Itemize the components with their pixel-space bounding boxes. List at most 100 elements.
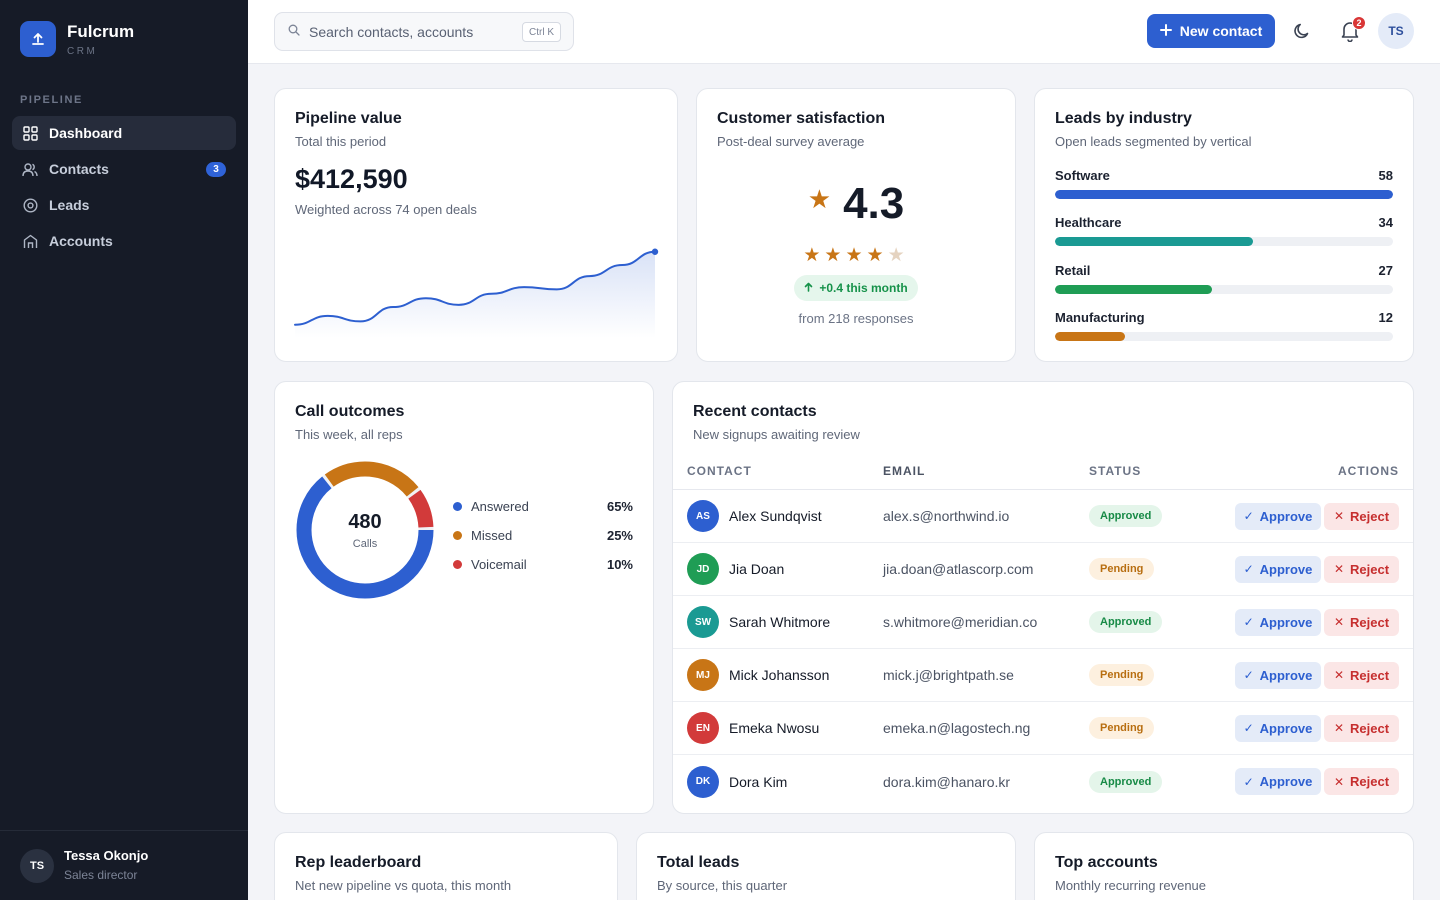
nav-section-label: PIPELINE xyxy=(20,94,83,106)
industry-row: Manufacturing 12 xyxy=(1055,310,1393,341)
reject-button[interactable]: ✕ Reject xyxy=(1324,768,1399,795)
industry-bar-track xyxy=(1055,237,1393,246)
reject-button[interactable]: ✕ Reject xyxy=(1324,608,1399,636)
search-icon xyxy=(288,23,300,41)
satisfaction-responses: from 218 responses xyxy=(798,311,914,326)
current-user[interactable]: TS Tessa Okonjo Sales director xyxy=(0,830,248,900)
contact-email: emeka.n@lagostech.ng xyxy=(883,720,1031,736)
avatar: EN xyxy=(687,712,719,744)
check-icon: ✓ xyxy=(1243,668,1254,682)
approve-button[interactable]: ✓ Approve xyxy=(1235,714,1321,742)
donut-center: 480 Calls xyxy=(295,511,435,550)
sidebar-item-dashboard[interactable]: Dashboard xyxy=(12,116,236,150)
contact-name[interactable]: Jia Doan xyxy=(729,561,785,577)
table-header: CONTACT EMAIL STATUS ACTIONS xyxy=(673,452,1413,490)
user-role: Sales director xyxy=(64,868,138,882)
contact-cell: DK Dora Kim xyxy=(673,765,869,798)
bell-icon xyxy=(1340,22,1360,46)
card-title: Top accounts xyxy=(1055,854,1158,871)
pipeline-trend-chart xyxy=(294,248,659,338)
industry-bar-track xyxy=(1055,285,1393,294)
avatar: DK xyxy=(687,765,719,798)
card-subtitle: Net new pipeline vs quota, this month xyxy=(295,878,512,893)
avatar: JD xyxy=(687,553,719,585)
sidebar-item-contacts[interactable]: Contacts 3 xyxy=(12,152,236,186)
trend-endpoint xyxy=(651,248,659,255)
actions-cell: ✓ Approve ✕ Reject xyxy=(1205,661,1413,689)
arrow-up-icon xyxy=(804,281,813,295)
contact-name[interactable]: Emeka Nwosu xyxy=(729,720,820,736)
contacts-table: CONTACT EMAIL STATUS ACTIONS AS Alex Sund… xyxy=(673,452,1413,808)
reject-button[interactable]: ✕ Reject xyxy=(1324,661,1399,689)
contact-name[interactable]: Mick Johansson xyxy=(729,667,830,683)
industry-bar-track xyxy=(1055,190,1393,199)
check-icon: ✓ xyxy=(1243,774,1254,789)
moon-icon[interactable] xyxy=(1292,21,1312,46)
approve-button[interactable]: ✓ Approve xyxy=(1235,555,1321,583)
contact-name[interactable]: Dora Kim xyxy=(729,773,788,790)
star-half-icon: ★ xyxy=(887,245,909,266)
star-icon: ★ xyxy=(845,245,867,266)
industry-value: 12 xyxy=(1378,310,1393,325)
approve-button[interactable]: ✓ Approve xyxy=(1235,661,1321,689)
actions-cell: ✓ Approve ✕ Reject xyxy=(1205,714,1413,742)
status-badge: Pending xyxy=(1089,558,1155,580)
reject-button[interactable]: ✕ Reject xyxy=(1324,502,1399,530)
sidebar-item-leads[interactable]: Leads xyxy=(12,188,236,222)
search-input[interactable]: Search contacts, accounts Ctrl K xyxy=(274,12,574,51)
check-icon: ✓ xyxy=(1243,562,1254,576)
grid-icon xyxy=(22,125,38,141)
sidebar-item-label: Contacts xyxy=(49,161,109,177)
contact-cell: MJ Mick Johansson xyxy=(673,659,869,691)
call-outcomes-card: Call outcomes This week, all reps 480 Ca… xyxy=(274,381,654,814)
reject-button[interactable]: ✕ Reject xyxy=(1324,555,1399,583)
industry-bar-fill xyxy=(1055,237,1254,246)
target-icon xyxy=(22,197,38,213)
table-row: AS Alex Sundqvist alex.s@northwind.io Appro… xyxy=(673,490,1413,543)
new-contact-label: New contact xyxy=(1179,23,1263,39)
contact-cell: EN Emeka Nwosu xyxy=(673,712,869,744)
card-subtitle: By source, this quarter xyxy=(657,878,788,893)
brand[interactable]: Fulcrum CRM xyxy=(20,21,134,57)
contacts-count-badge: 3 xyxy=(206,162,226,177)
reject-button[interactable]: ✕ Reject xyxy=(1324,714,1399,742)
topbar: Search contacts, accounts Ctrl K New con… xyxy=(248,0,1440,64)
legend-dot xyxy=(453,560,462,569)
search-placeholder: Search contacts, accounts xyxy=(309,23,474,40)
card-subtitle: Total this period xyxy=(295,134,387,149)
contact-name[interactable]: Alex Sundqvist xyxy=(729,508,822,524)
status-cell: Pending xyxy=(1075,664,1205,686)
avatar[interactable]: TS xyxy=(1378,13,1414,49)
notifications-button[interactable]: 2 xyxy=(1340,16,1366,47)
contact-name[interactable]: Sarah Whitmore xyxy=(729,614,831,630)
contact-cell: SW Sarah Whitmore xyxy=(673,606,869,638)
card-title: Recent contacts xyxy=(693,403,817,420)
rep-leaderboard-card: Rep leaderboard Net new pipeline vs quot… xyxy=(274,832,618,900)
donut-segment-missed xyxy=(296,461,434,599)
close-icon: ✕ xyxy=(1333,562,1345,576)
status-badge: Approved xyxy=(1089,505,1163,527)
approve-button[interactable]: ✓ Approve xyxy=(1235,608,1321,636)
avatar: TS xyxy=(20,848,54,883)
avatar: MJ xyxy=(687,659,719,691)
close-icon: ✕ xyxy=(1333,774,1345,789)
industry-value: 58 xyxy=(1378,168,1393,183)
contact-email: s.whitmore@meridian.co xyxy=(883,614,1038,630)
status-cell: Approved xyxy=(1075,505,1205,527)
sidebar-item-accounts[interactable]: Accounts xyxy=(12,224,236,258)
industry-label: Manufacturing xyxy=(1055,310,1145,325)
close-icon: ✕ xyxy=(1333,509,1345,523)
satisfaction-delta-badge: +0.4 this month xyxy=(794,275,918,301)
notification-count-badge: 2 xyxy=(1352,16,1366,30)
check-icon: ✓ xyxy=(1243,615,1254,629)
status-cell: Approved xyxy=(1075,770,1205,793)
approve-button[interactable]: ✓ Approve xyxy=(1235,768,1321,795)
app-subtitle: CRM xyxy=(67,45,98,57)
new-contact-button[interactable]: New contact xyxy=(1147,14,1275,48)
legend-item: Voicemail 10% xyxy=(453,550,633,579)
app-name: Fulcrum xyxy=(67,21,135,41)
trend-line xyxy=(294,250,656,326)
check-icon: ✓ xyxy=(1243,721,1254,735)
table-row: DK Dora Kim dora.kim@hanaro.kr Approved ✓ App… xyxy=(673,755,1413,808)
approve-button[interactable]: ✓ Approve xyxy=(1235,502,1321,530)
